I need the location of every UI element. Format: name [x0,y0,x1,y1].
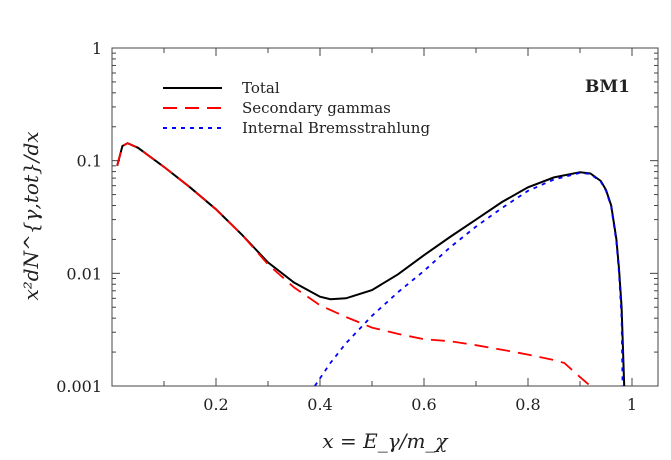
series-line-0 [116,142,626,386]
y-tick-label: 0.001 [56,377,102,396]
x-tick-label: 0.2 [203,395,228,414]
y-tick-label: 0.01 [66,264,102,283]
annotation-label: BM1 [585,77,630,97]
legend-label: Internal Bremsstrahlung [242,119,430,137]
plot-area: 0.2 0.4 0.6 0.8 1 0.001 0.01 0.1 1 [56,39,659,414]
x-tick-label: 0.4 [307,395,332,414]
x-tick-label: 0.6 [411,395,436,414]
series-line-2 [314,171,624,386]
legend: Total Secondary gammas Internal Bremsstrah… [163,79,430,137]
plot-frame [111,47,659,387]
legend-label: Total [242,79,280,97]
series-line-1 [116,142,591,386]
y-tick-label: 1 [92,39,102,58]
x-tick-label: 0.8 [515,395,540,414]
x-tick-label: 1 [627,395,637,414]
legend-label: Secondary gammas [242,99,391,117]
y-tick-label: 0.1 [77,152,102,171]
x-axis-label: x = E_γ/m_χ [322,429,449,453]
y-axis-label: x²dN^{γ,tot}/dx [19,131,43,300]
